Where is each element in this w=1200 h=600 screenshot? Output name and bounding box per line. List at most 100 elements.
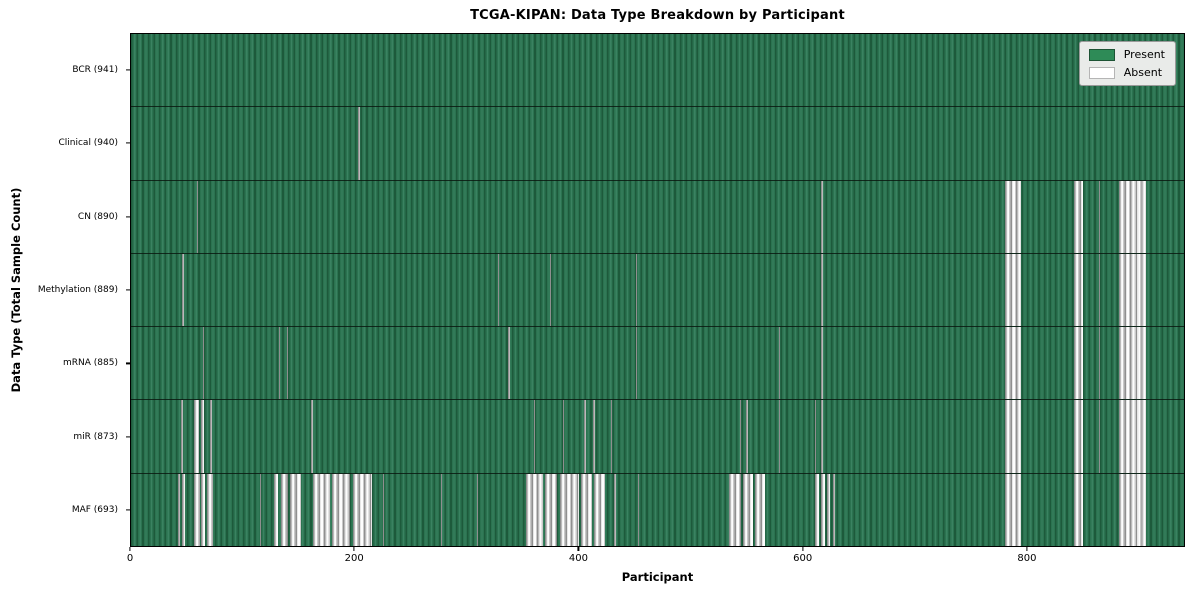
- absent-stripe: [827, 473, 831, 546]
- heatmap-row-mir: [131, 400, 1184, 474]
- absent-swatch: [1088, 66, 1115, 79]
- absent-stripe: [210, 400, 212, 473]
- absent-stripe: [526, 473, 543, 546]
- heatmap-row-methylation: [131, 253, 1184, 328]
- absent-stripe: [755, 473, 766, 546]
- absent-stripe: [358, 107, 360, 180]
- x-tick-mark: [129, 547, 131, 551]
- x-axis-title: Participant: [621, 570, 694, 584]
- legend-item-present: Present: [1088, 48, 1165, 61]
- absent-stripe: [814, 473, 820, 546]
- absent-stripe: [201, 400, 204, 473]
- absent-stripe: [1074, 327, 1084, 400]
- y-tick-mark: [126, 289, 130, 291]
- absent-stripe: [611, 400, 613, 473]
- plot-area: Present Absent: [130, 33, 1185, 547]
- absent-stripe: [280, 473, 288, 546]
- absent-stripe: [594, 473, 606, 546]
- x-tick-mark: [353, 547, 355, 551]
- absent-stripe: [739, 400, 742, 473]
- absent-stripe: [278, 327, 281, 400]
- y-tick-mark: [126, 436, 130, 438]
- absent-stripe: [197, 180, 199, 253]
- absent-stripe: [259, 473, 262, 546]
- x-tick-label: 200: [344, 553, 364, 564]
- absent-stripe: [1098, 400, 1101, 473]
- absent-stripe: [382, 473, 385, 546]
- absent-stripe: [1004, 473, 1021, 546]
- absent-stripe: [286, 327, 288, 400]
- y-tick-label: miR (873): [73, 431, 118, 442]
- absent-stripe: [508, 327, 510, 400]
- y-tick-label: CN (890): [77, 211, 118, 222]
- absent-stripe: [193, 473, 201, 546]
- absent-stripe: [332, 473, 351, 546]
- legend-label-present: Present: [1123, 48, 1165, 61]
- legend-label-absent: Absent: [1123, 66, 1163, 79]
- absent-stripe: [193, 400, 200, 473]
- x-tick-mark: [1026, 547, 1028, 551]
- heatmap-row-mrna: [131, 327, 1184, 401]
- absent-stripe: [821, 473, 825, 546]
- absent-stripe: [202, 327, 204, 400]
- absent-stripe: [614, 473, 616, 546]
- absent-stripe: [1119, 400, 1146, 473]
- y-tick-label: Methylation (889): [37, 285, 118, 295]
- x-tick-label: 0: [126, 553, 134, 564]
- absent-stripe: [743, 473, 754, 546]
- absent-stripe: [637, 473, 640, 546]
- absent-stripe: [814, 400, 817, 473]
- legend: Present Absent: [1078, 41, 1176, 86]
- x-axis: 0 200 400 600 800: [126, 547, 1185, 569]
- absent-stripe: [1119, 180, 1146, 253]
- absent-stripe: [1004, 400, 1021, 473]
- absent-stripe: [580, 473, 593, 546]
- x-tick-mark: [577, 547, 580, 551]
- absent-stripe: [177, 473, 181, 546]
- absent-stripe: [728, 473, 741, 546]
- absent-stripe: [832, 473, 835, 546]
- absent-stripe: [584, 400, 586, 473]
- absent-stripe: [821, 253, 823, 327]
- y-axis: BCR (941) Clinical (940) CN (890) Methylati…: [0, 33, 130, 547]
- absent-stripe: [1004, 253, 1021, 327]
- y-tick-label: MAF (693): [71, 505, 118, 516]
- absent-stripe: [182, 473, 185, 546]
- absent-stripe: [498, 253, 500, 327]
- y-tick-mark: [126, 69, 130, 71]
- x-tick-mark: [802, 547, 804, 551]
- absent-stripe: [1074, 180, 1084, 253]
- absent-stripe: [1119, 327, 1146, 400]
- y-tick-mark: [126, 142, 130, 144]
- absent-stripe: [559, 473, 579, 546]
- absent-stripe: [352, 473, 372, 546]
- absent-stripe: [533, 400, 536, 473]
- absent-stripe: [1119, 473, 1146, 546]
- absent-stripe: [545, 473, 558, 546]
- y-tick-label: BCR (941): [72, 64, 118, 75]
- absent-stripe: [778, 327, 781, 400]
- x-tick-label: 800: [1017, 553, 1037, 564]
- heatmap-row-bcr: [131, 34, 1184, 108]
- chart-title: TCGA-KIPAN: Data Type Breakdown by Parti…: [470, 8, 845, 23]
- absent-stripe: [746, 400, 748, 473]
- absent-stripe: [1098, 253, 1101, 327]
- absent-stripe: [635, 327, 638, 400]
- heatmap-row-cn: [131, 180, 1184, 254]
- absent-stripe: [821, 327, 823, 400]
- absent-stripe: [635, 253, 638, 327]
- heatmap-row-clinical: [131, 107, 1184, 181]
- absent-stripe: [778, 400, 781, 473]
- absent-stripe: [1074, 400, 1084, 473]
- absent-stripe: [1004, 180, 1021, 253]
- absent-stripe: [440, 473, 443, 546]
- absent-stripe: [593, 400, 595, 473]
- absent-stripe: [1098, 180, 1101, 253]
- absent-stripe: [207, 473, 213, 546]
- absent-stripe: [1119, 253, 1146, 327]
- absent-stripe: [311, 400, 313, 473]
- absent-stripe: [274, 473, 278, 546]
- absent-stripe: [821, 400, 823, 473]
- absent-stripe: [1074, 253, 1084, 327]
